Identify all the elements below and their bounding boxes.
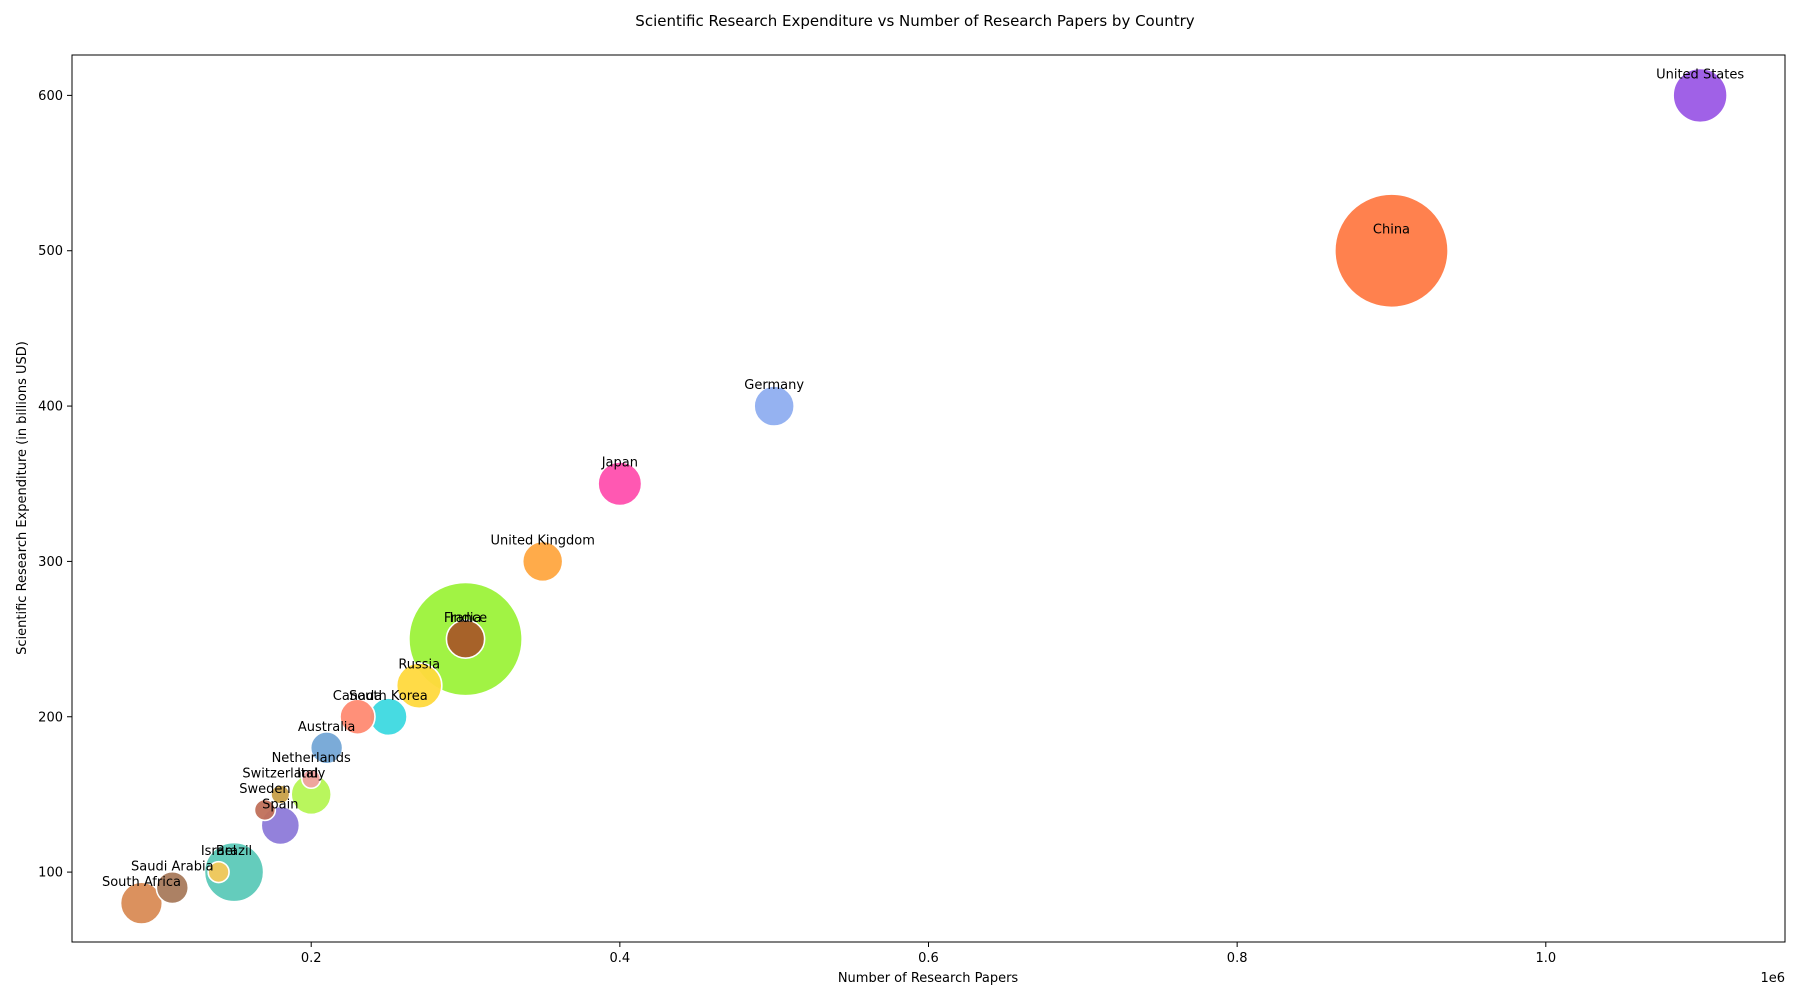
bubble-japan: [597, 461, 643, 507]
point-label-canada: Canada: [333, 689, 382, 704]
bubble-netherlands: [301, 768, 322, 790]
point-label-united-states: United States: [1656, 67, 1744, 82]
point-label-spain: Spain: [262, 797, 298, 812]
y-tick-label: 200: [38, 710, 63, 725]
point-label-india: India: [450, 611, 482, 626]
y-axis-label: Scientific Research Expenditure (in bill…: [15, 341, 30, 655]
bubble-brazil: [203, 841, 265, 903]
point-label-saudi-arabia: Saudi Arabia: [131, 860, 214, 875]
bubbles-layer: [119, 67, 1728, 925]
bubble-australia: [309, 731, 344, 765]
point-label-france: France: [444, 611, 487, 626]
point-label-italy: Italy: [297, 766, 326, 781]
y-tick-label: 300: [38, 555, 63, 570]
x-tick-label: 0.4: [610, 951, 631, 966]
point-label-united-kingdom: United Kingdom: [491, 533, 595, 548]
y-axis: 100 200 300 400 500 600: [38, 89, 72, 881]
point-label-south-africa: South Africa: [102, 875, 181, 890]
bubble-south-africa: [119, 881, 164, 925]
bubble-france: [445, 619, 486, 659]
point-label-japan: Japan: [601, 456, 638, 471]
bubble-saudi-arabia: [155, 870, 190, 905]
x-tick-label: 0.2: [301, 951, 322, 966]
bubble-russia: [395, 662, 443, 710]
point-label-south-korea: South Korea: [349, 689, 428, 704]
x-tick-label: 0.8: [1227, 951, 1248, 966]
y-tick-label: 400: [38, 400, 63, 415]
point-label-russia: Russia: [398, 658, 440, 673]
point-label-brazil: Brazil: [216, 844, 252, 859]
bubble-germany: [753, 385, 795, 427]
bubble-canada: [339, 698, 376, 736]
point-labels-layer: United States China Germany Japan United Kin…: [102, 67, 1744, 890]
bubble-switzerland: [270, 784, 291, 805]
x-tick-label: 1.0: [1535, 951, 1556, 966]
bubble-united-kingdom: [521, 540, 564, 583]
point-label-netherlands: Netherlands: [272, 751, 351, 766]
x-axis-offset-text: 1e6: [1760, 971, 1785, 986]
x-tick-label: 0.6: [918, 951, 939, 966]
y-tick-label: 600: [38, 89, 63, 104]
bubble-israel: [207, 860, 230, 884]
y-tick-label: 100: [38, 866, 63, 881]
chart-title: Scientific Research Expenditure vs Numbe…: [635, 12, 1195, 30]
plot-area-frame: [71, 54, 1786, 943]
point-label-sweden: Sweden: [239, 782, 290, 797]
bubble-united-states: [1672, 67, 1728, 124]
bubble-china: [1334, 193, 1449, 309]
y-tick-label: 500: [38, 244, 63, 259]
x-axis: 0.2 0.4 0.6 0.8 1.0: [301, 942, 1556, 966]
point-label-switzerland: Switzerland: [242, 766, 318, 781]
point-label-israel: Israel: [201, 844, 237, 859]
point-label-germany: Germany: [744, 378, 804, 393]
point-label-australia: Australia: [298, 720, 356, 735]
x-axis-label: Number of Research Papers: [838, 971, 1019, 986]
point-label-china: China: [1373, 223, 1410, 238]
bubble-sweden: [253, 798, 277, 822]
